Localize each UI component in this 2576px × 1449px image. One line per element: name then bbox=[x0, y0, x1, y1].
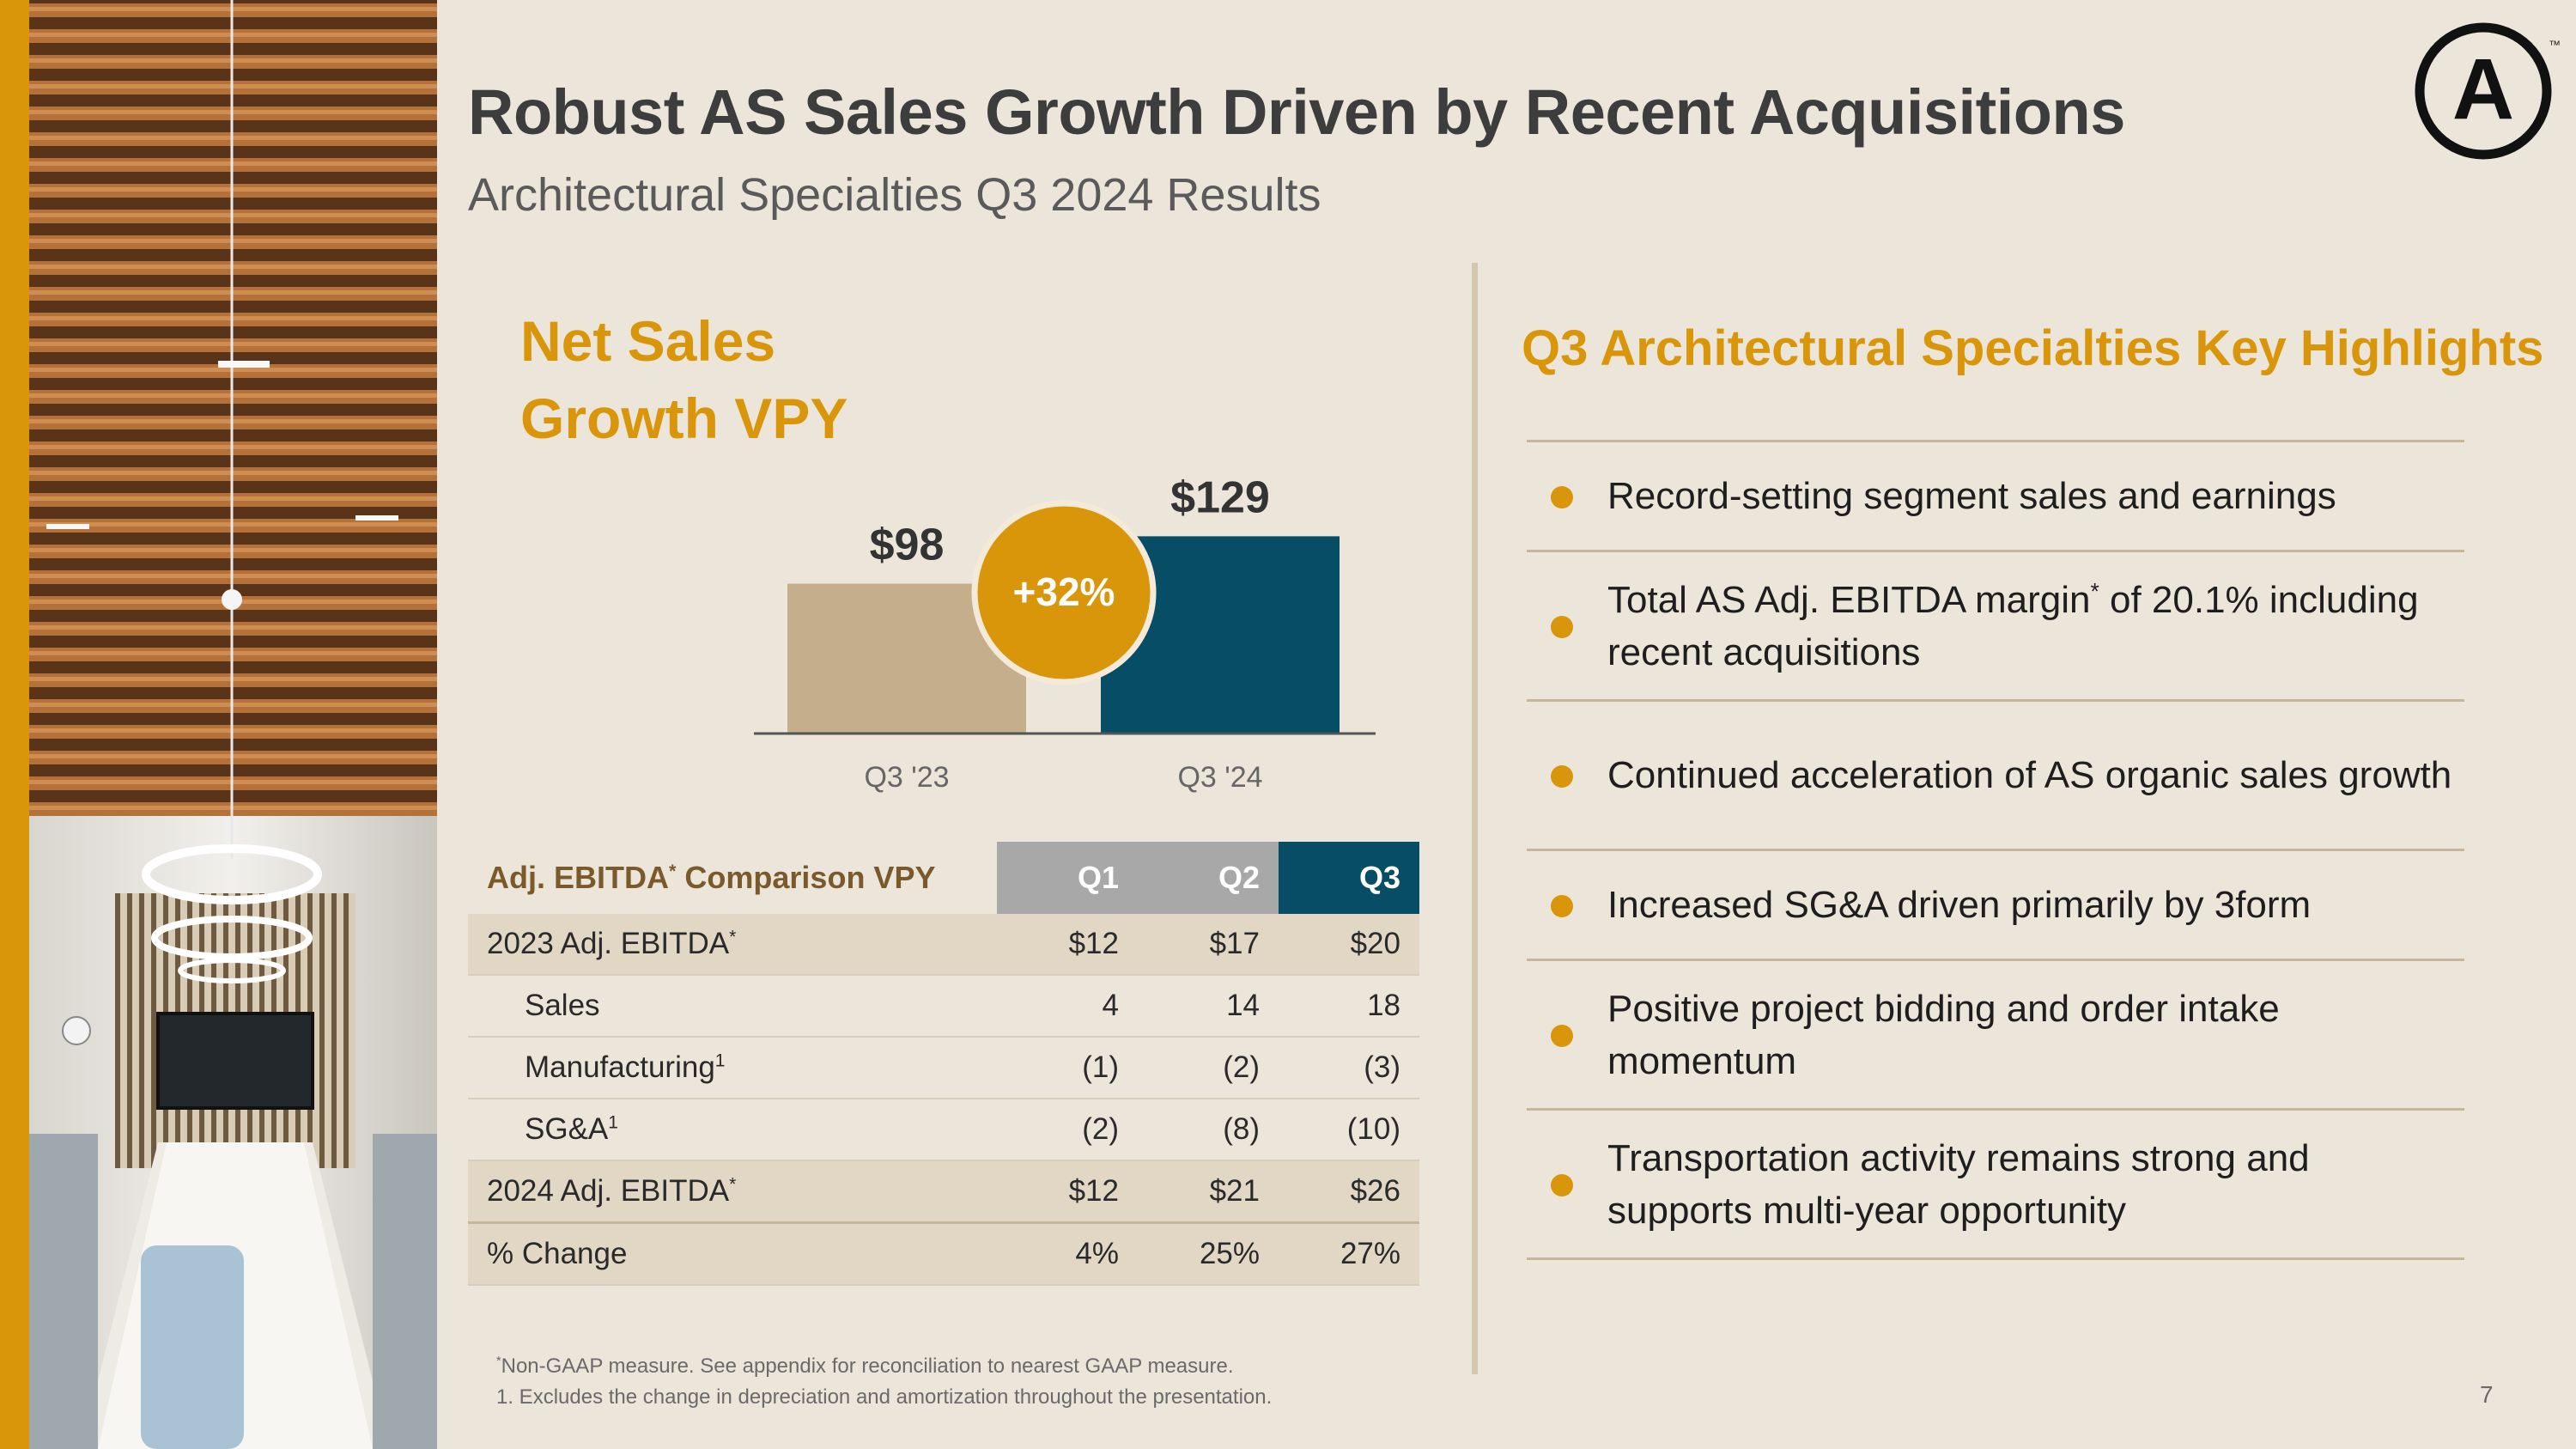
table-row: Sales 4 14 18 bbox=[468, 975, 1419, 1038]
cell-q1: (2) bbox=[997, 1099, 1138, 1161]
cell-q2: $17 bbox=[1138, 914, 1279, 976]
row-label: 2024 Adj. EBITDA* bbox=[468, 1160, 997, 1224]
cell-q1: $12 bbox=[997, 914, 1138, 976]
row-label: SG&A1 bbox=[468, 1099, 997, 1161]
cell-q3: $20 bbox=[1279, 914, 1419, 976]
table-header-label: Adj. EBITDA* Comparison VPY bbox=[468, 842, 997, 914]
cell-q2: 14 bbox=[1138, 975, 1279, 1038]
bullet-icon bbox=[1551, 894, 1573, 917]
row-label: % Change bbox=[468, 1222, 997, 1286]
bullet-icon bbox=[1551, 1173, 1573, 1196]
highlights-title: Q3 Architectural Specialties Key Highlig… bbox=[1522, 320, 2544, 376]
company-logo: A bbox=[2415, 22, 2552, 160]
cell-q2: 25% bbox=[1138, 1222, 1279, 1286]
chart-title: Net Sales Growth VPY bbox=[520, 302, 848, 457]
logo-letter: A bbox=[2452, 41, 2514, 137]
bullet-icon bbox=[1551, 764, 1573, 788]
cell-q2: (2) bbox=[1138, 1037, 1279, 1099]
highlights-list: Record-setting segment sales and earning… bbox=[1527, 440, 2464, 1260]
footnote-non-gaap: *Non-GAAP measure. See appendix for reco… bbox=[496, 1355, 1234, 1378]
cell-q3: 27% bbox=[1279, 1222, 1419, 1286]
list-item: Positive project bidding and order intak… bbox=[1527, 961, 2464, 1111]
table-row: % Change 4% 25% 27% bbox=[468, 1222, 1419, 1286]
net-sales-bar-chart: $98 Q3 '23 $129 Q3 '24 +32% bbox=[754, 472, 1376, 794]
list-item: Increased SG&A driven primarily by 3form bbox=[1527, 851, 2464, 961]
page-number: 7 bbox=[2480, 1381, 2494, 1408]
trademark-symbol: ™ bbox=[2549, 38, 2561, 52]
growth-badge bbox=[971, 500, 1157, 685]
footnotes: *Non-GAAP measure. See appendix for reco… bbox=[496, 1351, 1272, 1413]
row-label: Manufacturing1 bbox=[468, 1037, 997, 1099]
slide-title: Robust AS Sales Growth Driven by Recent … bbox=[468, 76, 2125, 148]
cell-q2: (8) bbox=[1138, 1099, 1279, 1161]
adj-ebitda-comparison-table: Adj. EBITDA* Comparison VPY Q1 Q2 Q3 202… bbox=[468, 842, 1419, 1286]
list-item: Transportation activity remains strong a… bbox=[1527, 1111, 2464, 1260]
cell-q1: 4% bbox=[997, 1222, 1138, 1286]
bar-value-label-1: $129 bbox=[1170, 472, 1270, 522]
list-item: Record-setting segment sales and earning… bbox=[1527, 442, 2464, 552]
table-row: 2024 Adj. EBITDA* $12 $21 $26 bbox=[468, 1160, 1419, 1224]
cell-q3: (3) bbox=[1279, 1037, 1419, 1099]
table-row: Manufacturing1 (1) (2) (3) bbox=[468, 1037, 1419, 1099]
growth-badge-label: +32% bbox=[1013, 569, 1115, 614]
cell-q1: 4 bbox=[997, 975, 1138, 1038]
accent-stripe bbox=[0, 0, 29, 1449]
column-header-q1: Q1 bbox=[997, 842, 1138, 914]
column-header-q3: Q3 bbox=[1279, 842, 1419, 914]
table-row: 2023 Adj. EBITDA* $12 $17 $20 bbox=[468, 914, 1419, 976]
section-divider bbox=[1472, 263, 1478, 1374]
cell-q1: (1) bbox=[997, 1037, 1138, 1099]
category-label-1: Q3 '24 bbox=[1177, 761, 1262, 794]
column-header-q2: Q2 bbox=[1138, 842, 1279, 914]
list-item: Continued acceleration of AS organic sal… bbox=[1527, 702, 2464, 851]
bar-value-label-0: $98 bbox=[870, 521, 945, 570]
cell-q3: 18 bbox=[1279, 975, 1419, 1038]
bullet-icon bbox=[1551, 1024, 1573, 1047]
cell-q3: (10) bbox=[1279, 1099, 1419, 1161]
row-label: Sales bbox=[468, 975, 997, 1038]
footnote-depreciation: 1. Excludes the change in depreciation a… bbox=[496, 1385, 1273, 1409]
chart-title-line2: Growth VPY bbox=[520, 387, 848, 450]
slide-subtitle: Architectural Specialties Q3 2024 Result… bbox=[468, 169, 1321, 221]
list-item: Total AS Adj. EBITDA margin* of 20.1% in… bbox=[1527, 552, 2464, 702]
chart-title-line1: Net Sales bbox=[520, 309, 776, 373]
bullet-icon bbox=[1551, 615, 1573, 638]
table-header-row: Adj. EBITDA* Comparison VPY Q1 Q2 Q3 bbox=[468, 842, 1419, 914]
cell-q2: $21 bbox=[1138, 1160, 1279, 1224]
category-label-0: Q3 '23 bbox=[864, 761, 949, 794]
cell-q3: $26 bbox=[1279, 1160, 1419, 1224]
row-label: 2023 Adj. EBITDA* bbox=[468, 914, 997, 976]
conference-room-photo bbox=[29, 0, 437, 1449]
cell-q1: $12 bbox=[997, 1160, 1138, 1224]
table-row: SG&A1 (2) (8) (10) bbox=[468, 1099, 1419, 1161]
bullet-icon bbox=[1551, 485, 1573, 508]
